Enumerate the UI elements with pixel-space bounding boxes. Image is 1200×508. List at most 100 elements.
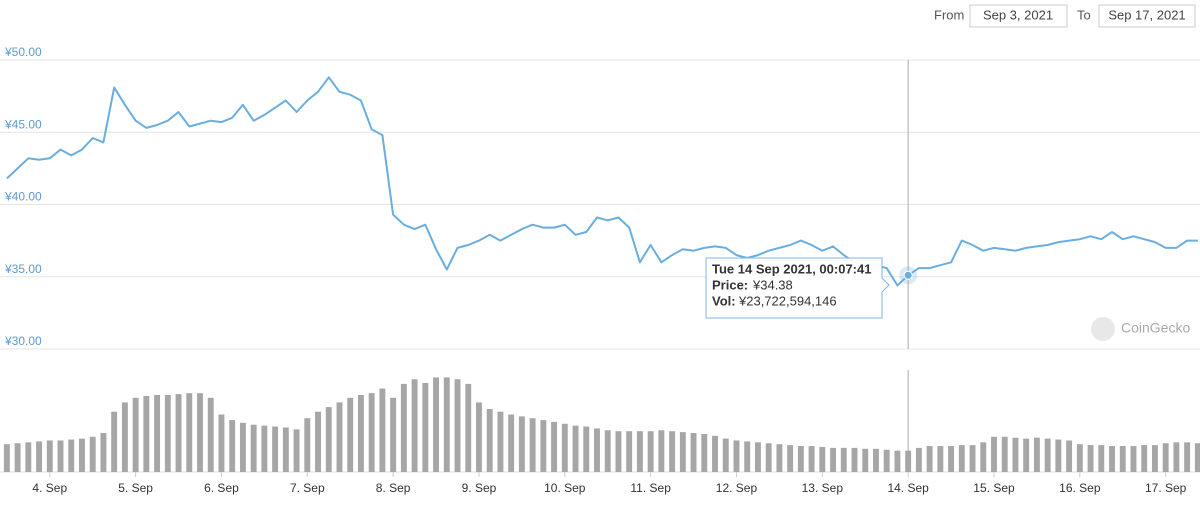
volume-bar [1130, 446, 1137, 472]
volume-bar [873, 448, 879, 472]
volume-bar [1109, 446, 1115, 472]
volume-bar [347, 397, 354, 472]
marker [903, 270, 913, 280]
volume-bar [712, 435, 718, 472]
volume-bar [776, 444, 783, 472]
volume-bar [894, 450, 901, 472]
x-tick-label: 6. Sep [204, 481, 239, 495]
volume-bar [229, 420, 236, 472]
volume-bar [969, 445, 976, 472]
x-tick-label: 10. Sep [544, 481, 586, 495]
volume-bar [100, 433, 107, 472]
volume-bar [926, 446, 933, 472]
y-tick-label: ¥35.00 [4, 262, 42, 276]
volume-bar [572, 425, 579, 472]
volume-bar [497, 411, 504, 472]
volume-bar [186, 393, 193, 472]
volume-bar [111, 411, 118, 472]
from-input[interactable] [969, 4, 1068, 28]
volume-bar [293, 429, 300, 472]
from-date[interactable]: Sep 3, 2021 [983, 7, 1053, 22]
volume-bar [175, 394, 182, 472]
volume-bar [357, 395, 364, 472]
volume-bar [615, 431, 622, 472]
volume-bar [604, 430, 611, 472]
tooltip-vol: ¥23,722,594,146 [738, 293, 837, 308]
volume-bar [1119, 446, 1126, 472]
volume-bar [626, 431, 633, 472]
x-tick-label: 5. Sep [118, 481, 153, 495]
volume-bar [583, 426, 590, 472]
volume-bar [787, 445, 794, 472]
volume-bar [948, 446, 955, 472]
volume-bar [744, 441, 751, 472]
price-line [6, 76, 1198, 287]
volume-bar [1023, 438, 1030, 472]
volume-bar [1044, 438, 1051, 472]
x-tick-label: 13. Sep [802, 481, 844, 495]
volume-bar [636, 431, 643, 472]
volume-bar [647, 431, 654, 472]
watermark-icon [1091, 317, 1115, 341]
volume-bar [304, 418, 311, 472]
volume-bar [765, 443, 772, 472]
volume-bar [508, 414, 515, 472]
volume-bar [1184, 442, 1191, 472]
volume-bar [883, 449, 890, 472]
x-tick-label: 7. Sep [290, 481, 325, 495]
volume-bar [851, 447, 858, 472]
volume-bar [754, 442, 761, 472]
volume-bar [529, 418, 536, 472]
volume-bar [379, 388, 386, 472]
volume-bar [733, 440, 740, 472]
from-label: From [934, 7, 964, 22]
volume-bar [1033, 437, 1040, 472]
x-tick-label: 9. Sep [462, 481, 497, 495]
volume-bar [958, 445, 965, 472]
volume-bar [937, 446, 944, 472]
volume-bar [207, 397, 214, 472]
tooltip-box [705, 257, 890, 319]
volume-bar [1162, 443, 1169, 472]
volume-bar [1001, 436, 1008, 472]
volume-bar [690, 433, 697, 472]
volume-bar [218, 414, 225, 472]
volume-bar [154, 395, 161, 472]
volume-bar [368, 393, 375, 472]
to-date[interactable]: Sep 17, 2021 [1108, 7, 1185, 22]
volume-bar [808, 446, 815, 472]
volume-bar [1087, 445, 1094, 472]
volume-bar [282, 427, 289, 472]
volume-bar [658, 430, 665, 472]
volume-bar [701, 433, 708, 472]
volume-bar [830, 447, 836, 472]
tooltip-price: ¥34.38 [752, 277, 793, 292]
volume-bar [197, 393, 203, 472]
volume-bar [1012, 437, 1019, 472]
volume-bar [1076, 444, 1083, 472]
volume-bar [79, 438, 85, 472]
volume-bar [1055, 439, 1062, 472]
volume-bar [390, 397, 397, 472]
volume-bar [722, 438, 729, 472]
volume-bar [1173, 442, 1180, 472]
volume-bar [551, 421, 558, 472]
x-tick-label: 8. Sep [376, 481, 411, 495]
y-tick-label: ¥30.00 [4, 334, 42, 348]
x-tick-label: 14. Sep [887, 481, 929, 495]
volume-bar [3, 444, 10, 472]
volume-bar [819, 446, 826, 472]
volume-bar [121, 402, 128, 472]
y-tick-label: ¥40.00 [4, 190, 42, 204]
volume-bar [132, 397, 139, 472]
x-tick-label: 4. Sep [32, 481, 67, 495]
volume-bar [905, 450, 912, 472]
volume-bar [1098, 445, 1105, 472]
volume-bar [46, 440, 53, 472]
volume-bar [57, 440, 64, 472]
volume-bar [594, 428, 600, 472]
tooltip-vol-label: Vol: [712, 293, 736, 308]
to-input[interactable] [1098, 4, 1196, 28]
volume-bar [797, 446, 804, 472]
x-tick-label: 16. Sep [1059, 481, 1101, 495]
